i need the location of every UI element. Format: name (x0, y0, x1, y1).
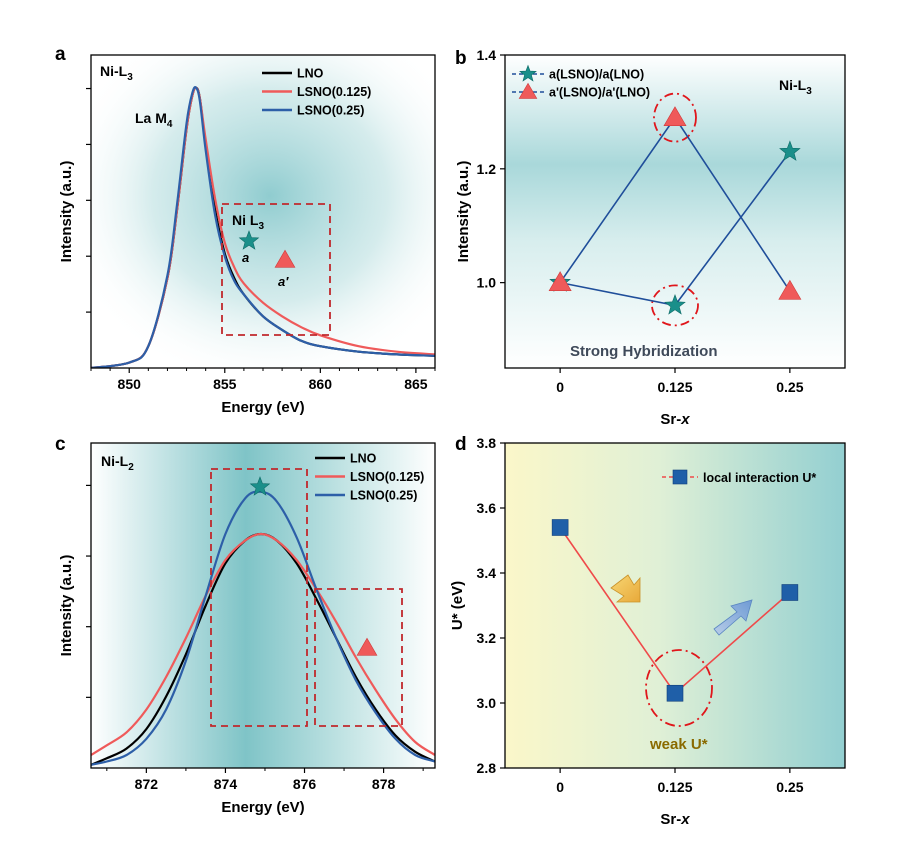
y-axis-title-c: Intensity (a.u.) (58, 555, 75, 657)
y-tick-label-d-4: 3.6 (477, 500, 497, 516)
y-tick-label-d-0: 2.8 (477, 760, 497, 776)
x-axis-title-c: Energy (eV) (221, 799, 304, 816)
panel-d-background (505, 443, 845, 768)
panel-a-background (91, 55, 435, 368)
x-tick-label-c-2: 876 (293, 776, 317, 792)
legend-c-1-label: LSNO(0.125) (350, 470, 424, 484)
y-tick-label-d-1: 3.0 (477, 695, 497, 711)
x-axis-title-d: Sr-x (660, 811, 690, 828)
y-axis-title-a: Intensity (a.u.) (58, 161, 75, 263)
x-tick-label-c-1: 874 (214, 776, 238, 792)
x-tick-label-b-0: 0 (556, 379, 564, 395)
panel-d-legend: local interaction U* (662, 469, 816, 485)
panel-a-letter: a (55, 44, 66, 65)
panel-b-legend: a(LSNO)/a(LNO) a'(LSNO)/a'(LNO) (512, 64, 650, 100)
star-marker-a (238, 230, 260, 250)
highlight-ellipse-b-triangle (653, 92, 697, 143)
legend-b-0-label: a(LSNO)/a(LNO) (549, 68, 644, 82)
weak-u-label: weak U* (649, 736, 708, 753)
panel-b-letter: b (455, 48, 467, 69)
legend-d-0-label: local interaction U* (703, 471, 816, 485)
x-tick-label-a-1: 855 (213, 376, 237, 392)
y-tick-label-d-2: 3.2 (477, 630, 497, 646)
panel-c-edge-label: Ni-L2 (101, 453, 134, 473)
series-b-1-point-2 (778, 279, 802, 300)
weak-u-ellipse (645, 649, 713, 727)
x-tick-label-b-2: 0.25 (776, 379, 803, 395)
x-tick-label-b-1: 0.125 (657, 379, 692, 395)
legend-a-2-label: LSNO(0.25) (297, 104, 364, 118)
x-tick-label-a-0: 850 (118, 376, 142, 392)
x-tick-label-d-2: 0.25 (776, 779, 803, 795)
legend-c-0-label: LNO (350, 452, 377, 466)
series-d-0-point-2 (781, 584, 799, 601)
x-tick-label-a-3: 865 (404, 376, 428, 392)
la-m4-label: La M4 (135, 110, 173, 130)
shoulder-region-box (314, 588, 403, 727)
decrease-arrow (610, 574, 641, 603)
panel-c-letter: c (55, 434, 66, 455)
legend-a-0-label: LNO (297, 67, 324, 81)
series-b-1-point-1 (663, 106, 687, 126)
y-axis-title-d: U* (eV) (449, 581, 466, 630)
legend-a-1-label: LSNO(0.125) (297, 85, 371, 99)
highlight-ellipse-b-star (651, 284, 699, 327)
peak-region-box (210, 468, 308, 727)
legend-b-0-marker (519, 64, 537, 82)
x-tick-label-c-3: 878 (372, 776, 396, 792)
triangle-marker-a-prime (274, 249, 296, 268)
x-axis-title-b: Sr-x (660, 411, 690, 428)
x-tick-label-d-0: 0 (556, 779, 564, 795)
strong-hybridization-label: Strong Hybridization (570, 343, 718, 360)
a-prime-feature-label: a′ (278, 274, 289, 289)
legend-b-1-label: a'(LSNO)/a'(LNO) (549, 86, 650, 100)
series-d-0-point-0 (551, 519, 569, 536)
star-marker-c (249, 476, 271, 496)
x-axis-title-a: Energy (eV) (221, 399, 304, 416)
x-tick-label-d-1: 0.125 (657, 779, 692, 795)
panel-b-background (505, 55, 845, 368)
x-tick-label-a-2: 860 (309, 376, 333, 392)
panel-a-legend: LNO LSNO(0.125) LSNO(0.25) (262, 67, 371, 118)
panel-b-edge-label: Ni-L3 (779, 77, 812, 97)
a-feature-label: a (242, 250, 249, 265)
panel-d: 0 0.125 0.252.83.03.23.43.63.8Sr-xU* (eV) … (449, 434, 846, 828)
series-c-1-line (91, 532, 435, 756)
legend-b-1-marker (518, 82, 538, 99)
x-tick-label-c-0: 872 (135, 776, 159, 792)
series-a-2-line (91, 86, 435, 368)
panel-d-letter: d (455, 434, 467, 455)
triangle-marker-c (356, 637, 378, 656)
y-tick-label-b-0: 1.0 (477, 275, 497, 291)
ni-l3-region-box (221, 203, 331, 336)
y-tick-label-b-1: 1.2 (477, 161, 497, 177)
panel-c-frame (90, 442, 436, 769)
series-d-0-point-1 (666, 684, 684, 702)
series-b-1-point-0 (548, 271, 572, 292)
increase-arrow (713, 599, 753, 636)
legend-d-0-marker (672, 469, 688, 485)
panel-c-legend: LNO LSNO(0.125) LSNO(0.25) (315, 452, 424, 503)
y-tick-label-b-2: 1.4 (477, 47, 497, 63)
y-tick-label-d-3: 3.4 (477, 565, 497, 581)
y-tick-label-d-5: 3.8 (477, 435, 497, 451)
y-axis-title-b: Intensity (a.u.) (455, 161, 472, 263)
series-b-0-point-2 (779, 140, 801, 161)
legend-c-2-label: LSNO(0.25) (350, 489, 417, 503)
panel-a-edge-label: Ni-L3 (100, 63, 133, 83)
ni-l3-region-label: Ni L3 (232, 212, 264, 232)
series-b-0-point-1 (664, 294, 686, 315)
